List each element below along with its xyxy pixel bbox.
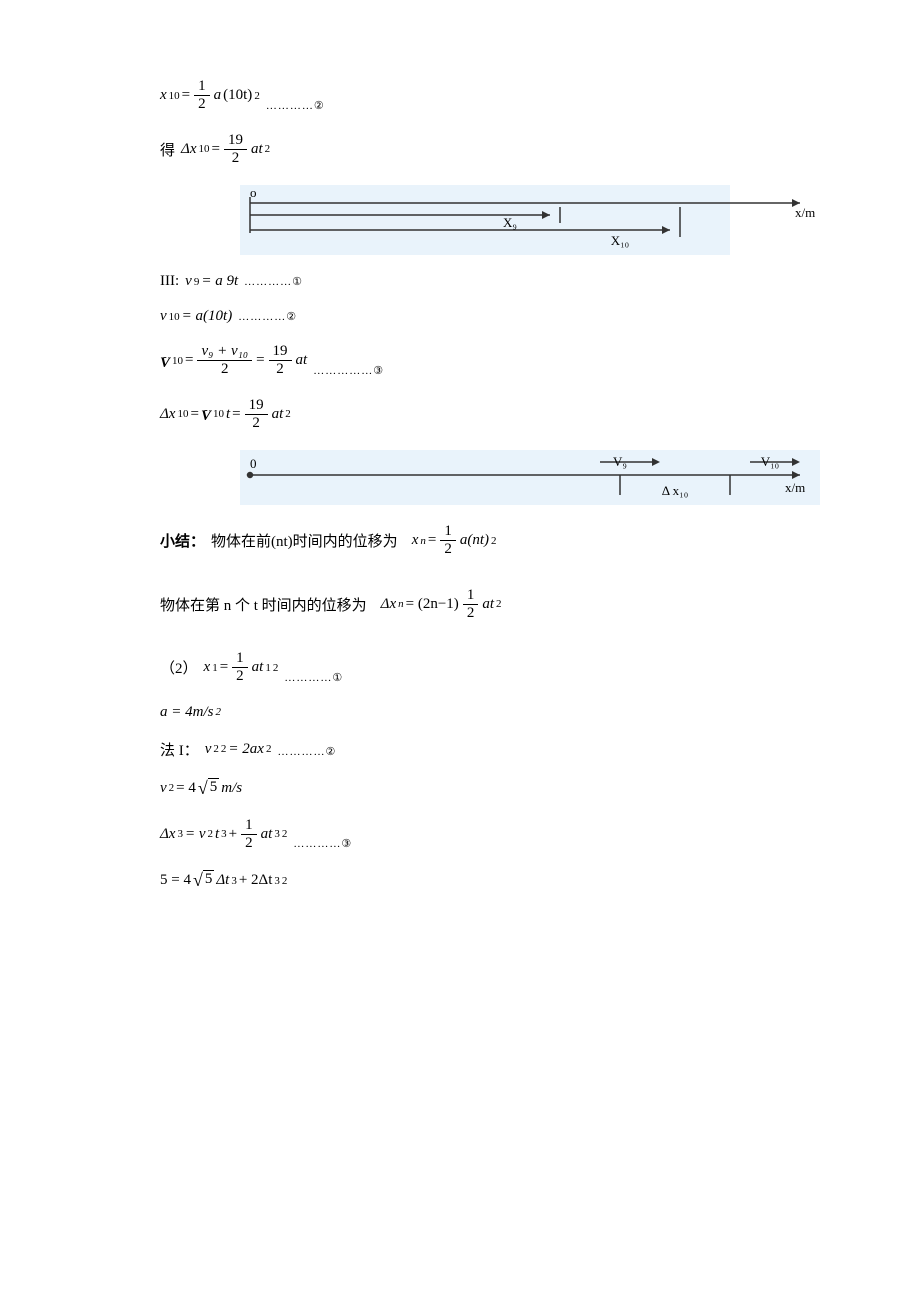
svg-text:X₁₀: X₁₀ <box>611 233 629 248</box>
equation-final: 5 = 4 √ 5 Δt3 + 2Δt32 <box>160 870 800 891</box>
sym-vbar: - V <box>160 354 170 368</box>
summary-line-1: 小结： 物体在前(nt)时间内的位移为 xn = 1 2 a(nt)2 <box>160 523 800 559</box>
equation-part2-x1: （2） x1 = 1 2 at12 …………① <box>160 650 800 686</box>
label-iii: III: <box>160 273 179 290</box>
svg-text:0: 0 <box>250 456 257 471</box>
equation-method1-v2sq: 法 I： v22 = 2ax2 …………② <box>160 739 800 760</box>
summary-line-2: 物体在第 n 个 t 时间内的位移为 Δxn = (2n−1) 1 2 at2 <box>160 587 800 623</box>
equation-dx3: Δx3 = v2 t3 + 1 2 at32 …………③ <box>160 817 800 853</box>
equation-x10: x10 = 1 2 a (10t)2 …………② <box>160 78 800 114</box>
svg-text:o: o <box>250 185 257 200</box>
svg-text:x/m: x/m <box>785 480 805 495</box>
svg-text:x/m: x/m <box>795 205 815 220</box>
label-de: 得 <box>160 139 175 160</box>
equation-v2-value: v2 = 4 √ 5 m/s <box>160 778 800 799</box>
svg-text:X₉: X₉ <box>503 215 517 230</box>
frac: 1 2 <box>194 78 210 114</box>
equation-a-value: a = 4m/s2 <box>160 704 800 721</box>
figure-x-axis-2: 0 V₉ V₁₀ Δ x₁₀ x/m <box>240 450 800 505</box>
equation-v9: III: v9 = a 9t …………① <box>160 273 800 290</box>
svg-text:V₁₀: V₁₀ <box>761 454 779 469</box>
equation-v10: v10 = a(10t) …………② <box>160 308 800 325</box>
equation-vbar10: - V 10 = v₉ + v₁₀ 2 = 19 2 at ……………③ <box>160 343 800 379</box>
equation-dx10: 得 Δx10 = 19 2 at2 <box>160 132 800 168</box>
svg-text:Δ x₁₀: Δ x₁₀ <box>662 483 688 498</box>
svg-text:V₉: V₉ <box>613 454 627 469</box>
figure-x-axis-1: o X₉ X₁₀ x/m <box>240 185 800 255</box>
marker-2: …………② <box>266 99 325 112</box>
sqrt-icon: √ 5 <box>198 778 219 799</box>
sym-x: x <box>160 87 167 104</box>
equation-dx10-vbar: Δx10 = - V 10 t = 19 2 at2 <box>160 397 800 433</box>
